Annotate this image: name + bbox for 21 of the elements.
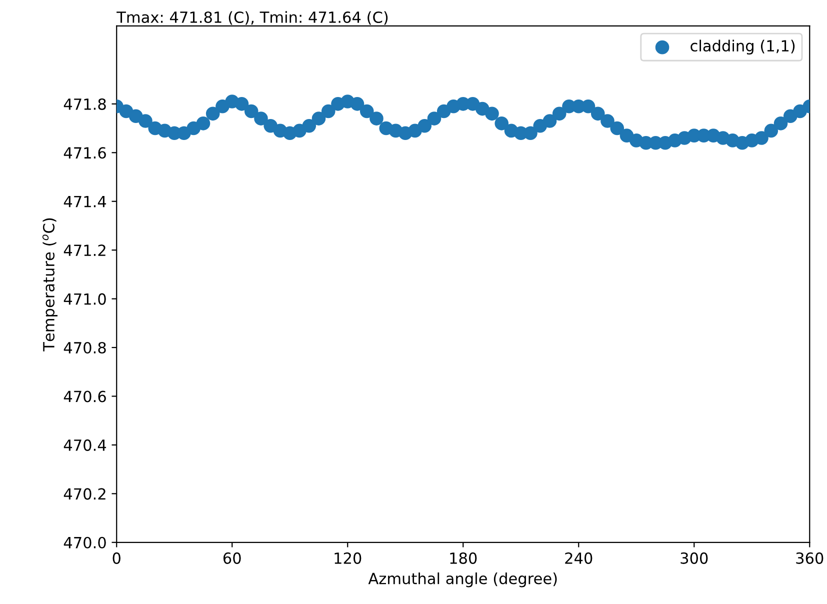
legend-label: cladding (1,1): [690, 40, 795, 55]
y-tick-label: 471.6: [64, 147, 106, 159]
y-tick-label: 470.2: [64, 488, 106, 500]
x-tick-label: 240: [565, 552, 592, 564]
x-axis-title: Azmuthal angle (degree): [368, 572, 557, 588]
x-tick-label: 300: [680, 552, 708, 564]
y-tick-label: 471.4: [64, 196, 106, 208]
x-tick-label: 120: [334, 552, 362, 564]
y-tick-label: 470.0: [64, 536, 106, 548]
x-tick-label: 180: [450, 552, 477, 564]
chart-title: Tmax: 471.81 (C), Tmin: 471.64 (C): [116, 11, 388, 25]
x-tick-label: 0: [112, 552, 120, 564]
y-axis-title: Temperature ($^{o}$C): [42, 218, 58, 352]
y-tick-label: 470.8: [64, 342, 106, 354]
x-tick-label: 360: [796, 552, 824, 564]
y-tick-label: 470.4: [64, 439, 106, 451]
y-tick-label: 471.0: [64, 293, 106, 305]
y-tick-label: 470.6: [64, 390, 106, 402]
x-tick-label: 60: [223, 552, 241, 564]
y-tick-label: 471.8: [64, 98, 106, 110]
y-tick-label: 471.2: [64, 244, 106, 256]
